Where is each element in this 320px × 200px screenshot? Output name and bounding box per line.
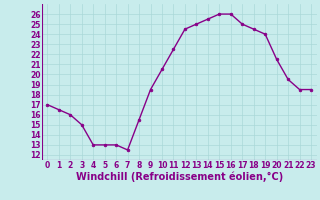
X-axis label: Windchill (Refroidissement éolien,°C): Windchill (Refroidissement éolien,°C): [76, 171, 283, 182]
